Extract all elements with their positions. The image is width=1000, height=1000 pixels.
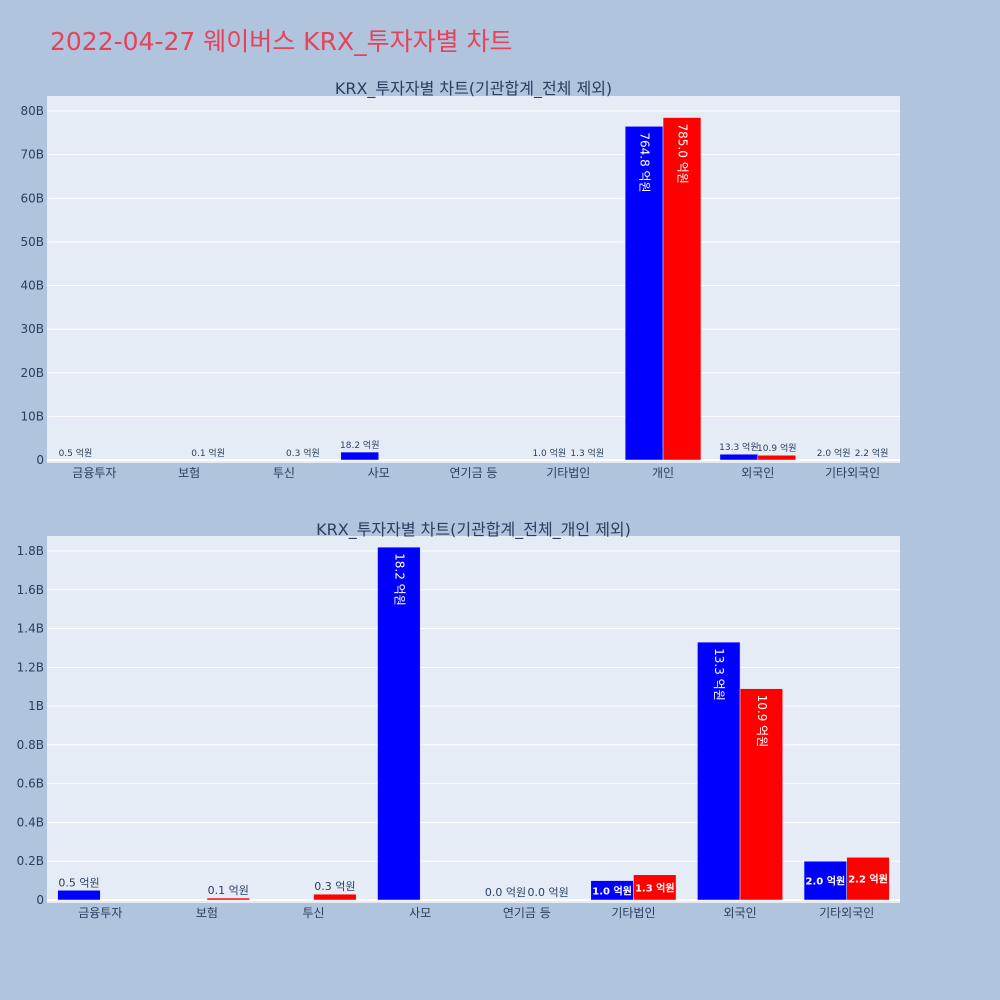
y-tick-label: 1.6B (17, 583, 44, 597)
data-label: 0.0 억원 (528, 886, 569, 899)
data-label: 1.0 억원 (592, 884, 632, 897)
data-label: 785.0 억원 (676, 124, 690, 184)
y-tick-label: 0.6B (17, 777, 44, 791)
chart-investor-all: 0 10B 20B 30B 40B 50B 60B 70B 80B KRX_투자자별 차트(기관합… (20, 79, 900, 480)
data-label: 0.5 억원 (58, 876, 99, 889)
data-label: 2.0 억원 (806, 875, 846, 888)
y-tick-label: 0.8B (17, 738, 44, 752)
x-tick-label: 외국인 (741, 466, 774, 480)
bar (846, 857, 890, 901)
data-label: 2.2 억원 (855, 447, 889, 459)
x-tick-label: 금융투자 (78, 906, 122, 920)
bar (340, 451, 379, 461)
x-tick-label: 보험 (196, 906, 218, 920)
y-tick-label: 40B (20, 279, 44, 293)
data-label: 2.0 억원 (817, 447, 851, 459)
y-tick-label: 50B (20, 235, 44, 249)
data-label: 0.1 억원 (191, 447, 225, 459)
x-tick-label: 연기금 등 (450, 466, 498, 480)
y-tick-label: 60B (20, 191, 44, 205)
data-label: 764.8 억원 (638, 132, 652, 192)
data-label: 13.3 억원 (712, 648, 726, 701)
y-tick-label: 1B (28, 699, 44, 713)
y-tick-label: 70B (20, 148, 44, 162)
main-title: 2022-04-27 웨이버스 KRX_투자자별 차트 (50, 27, 513, 56)
bar (633, 874, 677, 901)
bar (697, 641, 741, 901)
x-tick-label: 기타외국인 (825, 466, 880, 480)
data-label: 0.3 억원 (286, 447, 320, 459)
data-label: 0.5 억원 (59, 447, 93, 459)
bar (624, 126, 664, 461)
data-label: 2.2 억원 (848, 873, 888, 886)
y-tick-label: 0.2B (17, 854, 44, 868)
bar (757, 454, 796, 461)
x-tick-label: 기타법인 (611, 906, 655, 920)
bar (662, 117, 702, 461)
y-tick-label: 0 (36, 453, 44, 467)
data-label: 10.9 억원 (755, 695, 769, 748)
data-label: 0.1 억원 (208, 884, 249, 897)
bar (206, 897, 250, 901)
data-label: 1.0 억원 (532, 447, 566, 459)
x-tick-label: 투신 (303, 906, 325, 920)
y-tick-label: 1.2B (17, 660, 44, 674)
y-tick-label: 80B (20, 104, 44, 118)
data-label: 10.9 억원 (757, 442, 796, 454)
bar (719, 453, 759, 461)
data-label: 0.0 억원 (485, 886, 526, 899)
bar (803, 860, 847, 901)
y-tick-label: 0 (36, 893, 44, 907)
chart-title: KRX_투자자별 차트(기관합계_전체_개인 제외) (316, 520, 631, 540)
bar (739, 688, 783, 901)
x-tick-label: 투신 (273, 466, 295, 480)
x-tick-label: 외국인 (724, 906, 757, 920)
data-label: 18.2 억원 (392, 553, 406, 606)
x-tick-label: 사모 (368, 466, 390, 480)
bar (377, 546, 421, 901)
y-tick-label: 1.8B (17, 544, 44, 558)
x-tick-label: 기타법인 (546, 466, 590, 480)
y-tick-label: 10B (20, 409, 44, 423)
data-label: 0.3 억원 (314, 880, 355, 893)
x-tick-label: 기타외국인 (819, 906, 874, 920)
chart-investor-excl-individual: 0 0.2B 0.4B 0.6B 0.8B 1B 1.2B 1.4B 1.6B 1.8B KRX_투… (17, 520, 900, 920)
x-tick-label: 연기금 등 (503, 906, 551, 920)
bar (57, 890, 101, 901)
plot-area (47, 96, 900, 463)
data-label: 1.3 억원 (635, 881, 675, 894)
x-tick-label: 사모 (409, 906, 431, 920)
y-tick-label: 20B (20, 366, 44, 380)
data-label: 18.2 억원 (340, 439, 379, 451)
data-label: 1.3 억원 (570, 447, 604, 459)
y-tick-label: 0.4B (17, 815, 44, 829)
bar (313, 893, 357, 901)
chart-title: KRX_투자자별 차트(기관합계_전체 제외) (335, 79, 612, 99)
y-tick-label: 30B (20, 322, 44, 336)
x-tick-label: 개인 (652, 466, 674, 480)
x-tick-label: 금융투자 (72, 466, 116, 480)
x-tick-label: 보험 (178, 466, 200, 480)
data-label: 13.3 억원 (719, 441, 758, 453)
y-tick-label: 1.4B (17, 622, 44, 636)
